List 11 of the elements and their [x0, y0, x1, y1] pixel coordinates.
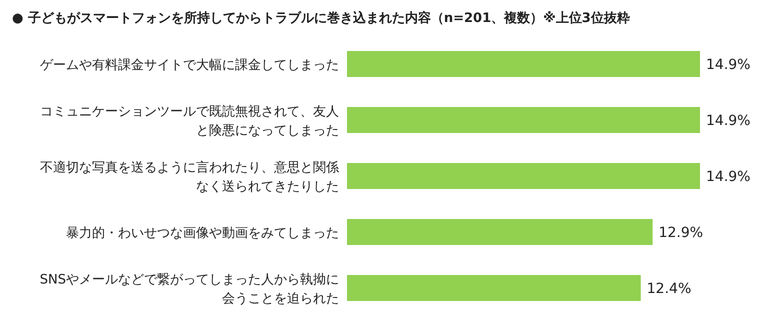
- chart-title: ● 子どもがスマートフォンを所持してからトラブルに巻き込まれた内容（n=201、複数）※上位3位抜粋: [12, 10, 630, 26]
- y-tick-label: ゲームや有料課金サイトで大幅に課金してしまった: [40, 58, 339, 73]
- y-tick-label: 不適切な写真を送るように言われたり、意思と関係なく送られてきたりした: [40, 160, 339, 194]
- data-label: 14.9%: [706, 57, 750, 73]
- data-label: 12.4%: [646, 281, 692, 297]
- data-label: 14.9%: [706, 113, 750, 129]
- data-label: 12.9%: [658, 225, 704, 241]
- y-tick-label: SNSやメールなどで繋がってしまった人から執拗に会うことを迫られた: [40, 272, 339, 306]
- y-tick-label: コミュニケーションツールで既読無視されて、友人と険悪になってしまった: [40, 104, 339, 138]
- data-label: 14.9%: [706, 169, 750, 185]
- y-tick-label: 暴力的・わいせつな画像や動画をみてしまった: [66, 226, 339, 241]
